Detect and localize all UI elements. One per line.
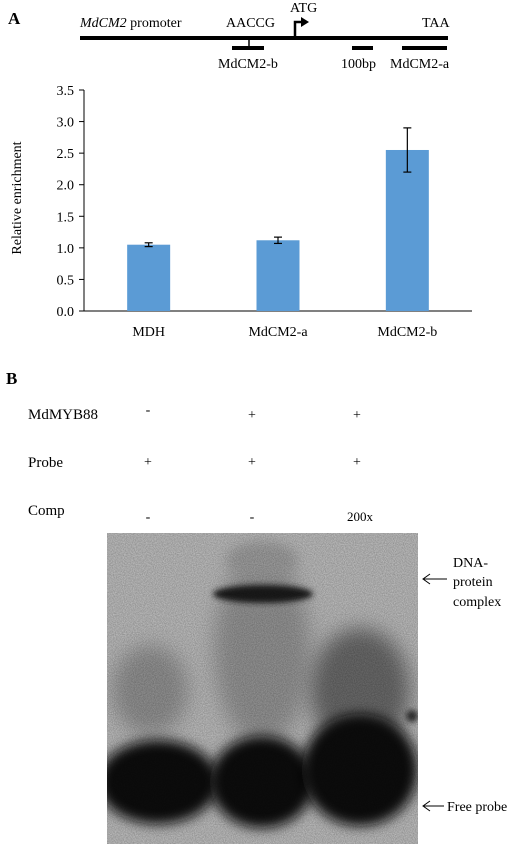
- mdmyb88-lane2: +: [248, 408, 256, 423]
- probe-lane2: +: [248, 455, 256, 470]
- y-tick-label: 0.0: [57, 305, 75, 320]
- tss-arrow-icon: [293, 20, 303, 38]
- scale-bar: [352, 46, 373, 50]
- fragment-a-label: MdCM2-a: [390, 57, 450, 72]
- complex-label-line3: complex: [453, 595, 501, 610]
- panel-a: A MdCM2 promoter AACCG ATG TAA MdCM2-b 1…: [8, 1, 472, 340]
- bars: [127, 127, 429, 311]
- x-ticks: MDH MdCM2-a MdCM2-b: [132, 325, 437, 340]
- y-tick-label: 2.0: [57, 179, 75, 194]
- y-tick-label: 2.5: [57, 147, 75, 162]
- panel-a-label: A: [8, 9, 21, 28]
- probe-lane3: +: [353, 455, 361, 470]
- comp-lane2: -: [250, 510, 255, 525]
- row-label-mdmyb88: MdMYB88: [28, 407, 98, 423]
- x-tick-label: MdCM2-b: [377, 325, 437, 340]
- row-label-comp: Comp: [28, 503, 65, 519]
- comp-lane3: 200x: [347, 509, 374, 524]
- y-tick-label: 3.0: [57, 116, 75, 131]
- complex-label-line2: protein: [453, 575, 493, 590]
- stop-codon-label: TAA: [422, 16, 451, 31]
- promoter-label: MdCM2 promoter: [79, 16, 182, 31]
- complex-arrow-icon: [422, 573, 431, 585]
- free-probe-arrow-icon: [422, 800, 431, 812]
- mdmyb88-lane1: -: [146, 403, 151, 418]
- start-codon-label: ATG: [290, 1, 317, 16]
- probe-lane1: +: [144, 455, 152, 470]
- y-tick-label: 1.0: [57, 242, 75, 257]
- promoter-gene-name: MdCM2: [79, 16, 127, 31]
- row-label-probe: Probe: [28, 455, 63, 471]
- comp-lane1: -: [146, 510, 151, 525]
- panel-b: B MdMYB88 Probe Comp - + + + + + - - 200…: [6, 369, 507, 844]
- scale-label: 100bp: [341, 57, 376, 72]
- motif-label: AACCG: [226, 16, 275, 31]
- y-tick-label: 0.5: [57, 273, 75, 288]
- complex-label-line1: DNA-: [453, 556, 488, 571]
- fragment-b-label: MdCM2-b: [218, 57, 278, 72]
- bar-mdcm2-b: [385, 149, 429, 311]
- y-axis-title: Relative enrichment: [10, 141, 25, 254]
- fragment-a-bar: [402, 46, 447, 50]
- free-probe-label: Free probe: [447, 800, 507, 815]
- y-tick-label: 3.5: [57, 84, 75, 99]
- enrichment-chart: 0.0 0.5 1.0 1.5 2.0 2.5 3.0 3.5 MDH MdCM2-a MdCM2…: [10, 84, 472, 340]
- bar-mdcm2-a: [256, 240, 300, 311]
- x-tick-label: MdCM2-a: [248, 325, 308, 340]
- y-ticks: 0.0 0.5 1.0 1.5 2.0 2.5 3.0 3.5: [57, 84, 84, 320]
- gene-map: MdCM2 promoter AACCG ATG TAA MdCM2-b 100…: [79, 1, 451, 72]
- gel-annotations: DNA- protein complex Free probe: [422, 556, 507, 815]
- lane-table: MdMYB88 Probe Comp - + + + + + - - 200x: [28, 403, 374, 525]
- promoter-suffix: promoter: [127, 16, 182, 31]
- tss-arrowhead-icon: [301, 17, 309, 27]
- bar-mdh: [127, 244, 171, 311]
- emsa-gel-image: [107, 533, 418, 844]
- x-tick-label: MDH: [132, 325, 165, 340]
- y-tick-label: 1.5: [57, 210, 75, 225]
- fragment-b-bar: [232, 46, 264, 50]
- mdmyb88-lane3: +: [353, 408, 361, 423]
- panel-b-label: B: [6, 369, 17, 388]
